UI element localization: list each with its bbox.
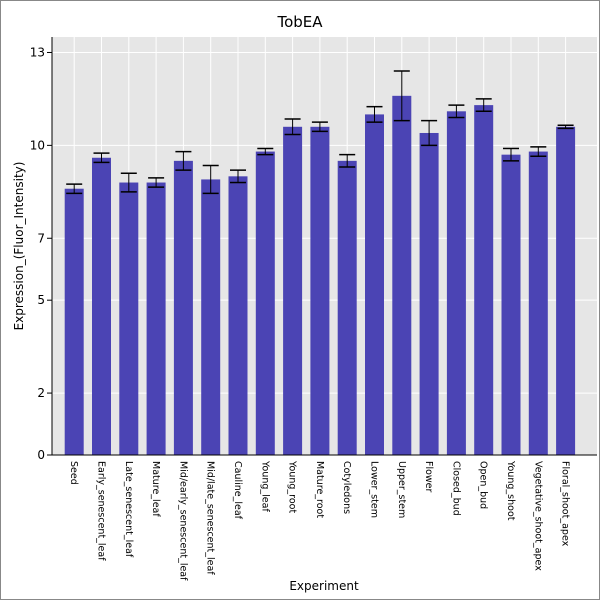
bar [119,182,139,455]
bar [283,126,303,455]
x-tick-label: Mature_leaf [150,461,161,517]
bar [528,151,548,455]
y-tick-label: 2 [37,386,45,400]
y-axis-label: Expression_(Fluor_Intensity) [12,162,26,331]
bar [419,132,439,456]
bar [556,126,576,455]
x-tick-label: Young_leaf [259,460,270,512]
x-tick-label: Young_root [287,460,298,513]
x-tick-label: Open_bud [478,461,489,509]
bar [92,157,111,455]
x-axis-label: Experiment [289,579,359,593]
bar [173,160,193,455]
x-tick-label: Cauline_leaf [232,461,243,520]
bar [337,160,357,455]
x-tick-label: Mid/late_senescent_leaf [205,461,216,575]
x-tick-label: Seed [68,461,79,485]
x-axis: Seed Early_senescent_leaf Late_senescent_l… [52,454,597,581]
bar [310,126,330,455]
y-tick-label: 5 [37,293,45,307]
x-tick-label: Cotyledons [341,461,352,514]
bar [446,111,466,456]
x-tick-label: Early_senescent_leaf [96,461,107,561]
error-bars [66,70,574,195]
bar [228,176,248,456]
x-tick-label: Mid/early_senescent_leaf [177,461,188,581]
x-tick-label: Closed_bud [450,461,461,516]
y-axis: 0 2 5 7 10 13 [30,37,53,462]
chart-title: TobEA [276,13,323,31]
bar [392,95,412,456]
bar [255,151,275,455]
x-tick-label: Flower [423,461,434,493]
bar [201,179,221,455]
x-tick-label: Lower_stem [369,461,380,518]
bar [365,114,384,455]
x-tick-label: Mature_root [314,461,325,518]
bar [501,154,521,456]
y-tick-label: 13 [30,45,45,59]
x-tick-label: Vegetative_shoot_apex [532,461,543,571]
bars [64,95,576,456]
bar [64,188,84,456]
x-tick-label: Upper_stem [396,461,407,518]
y-tick-label: 0 [37,448,45,462]
bar [474,105,494,455]
x-tick-label: Late_senescent_leaf [123,461,134,558]
x-tick-label: Floral_shoot_apex [560,461,571,547]
y-tick-label: 10 [30,138,45,152]
x-tick-label: Young_shoot [505,460,516,521]
bar [146,182,166,455]
y-tick-label: 7 [37,231,45,245]
